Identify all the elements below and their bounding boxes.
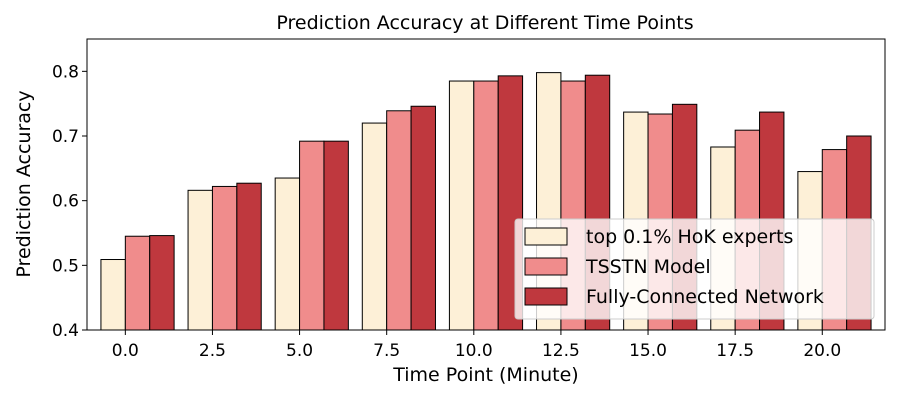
x-tick-label: 7.5: [373, 341, 400, 361]
y-tick-label: 0.8: [52, 62, 79, 82]
x-axis-label: Time Point (Minute): [392, 364, 578, 386]
x-tick-label: 20.0: [803, 341, 841, 361]
x-axis: 0.0 2.5 5.0 7.5 10.0 12.5 15.0 17.5 20.0: [112, 330, 841, 361]
y-tick-label: 0.6: [52, 192, 79, 212]
bar-fully-connected-network-5-0: [323, 140, 349, 331]
bar-top-0-1-hok-experts-10-0: [448, 80, 475, 331]
bar-fully-connected-network-0-0: [149, 235, 175, 331]
y-tick-label: 0.5: [52, 256, 79, 276]
legend: top 0.1% HoK experts TSSTN Model Fully-Con…: [514, 218, 875, 320]
legend-label: Fully-Connected Network: [586, 286, 824, 308]
bar-tsstn-model-7-5: [386, 110, 412, 331]
y-axis: 0.4 0.5 0.6 0.7 0.8: [52, 62, 87, 341]
chart-title: Prediction Accuracy at Different Time Po…: [276, 12, 693, 34]
x-tick-label: 12.5: [542, 341, 580, 361]
plot-frame: [86, 38, 886, 331]
bar-tsstn-model-5-0: [299, 140, 325, 331]
legend-label: TSSTN Model: [585, 256, 711, 278]
y-tick-label: 0.7: [52, 127, 79, 147]
bar-top-0-1-hok-experts-0-0: [100, 259, 126, 331]
x-tick-label: 5.0: [286, 341, 313, 361]
x-tick-label: 10.0: [455, 341, 493, 361]
bar-tsstn-model-10-0: [473, 80, 499, 331]
bar-top-0-1-hok-experts-2-5: [187, 189, 213, 331]
bar-fully-connected-network-7-5: [410, 105, 436, 331]
legend-label: top 0.1% HoK experts: [586, 226, 793, 248]
legend-swatch: [524, 287, 568, 306]
legend-swatch: [524, 227, 568, 246]
x-tick-label: 0.0: [112, 341, 139, 361]
x-tick-label: 2.5: [199, 341, 226, 361]
bar-tsstn-model-0-0: [124, 235, 151, 331]
x-tick-label: 15.0: [629, 341, 667, 361]
y-tick-label: 0.4: [52, 321, 79, 341]
bar-top-0-1-hok-experts-7-5: [361, 122, 388, 331]
y-axis-label: Prediction Accuracy: [13, 90, 35, 277]
legend-frame: [514, 218, 875, 320]
bar-tsstn-model-2-5: [211, 185, 238, 331]
bar-top-0-1-hok-experts-5-0: [274, 177, 301, 331]
legend-swatch: [524, 257, 568, 276]
x-tick-label: 17.5: [716, 341, 754, 361]
bar-fully-connected-network-2-5: [236, 182, 262, 331]
